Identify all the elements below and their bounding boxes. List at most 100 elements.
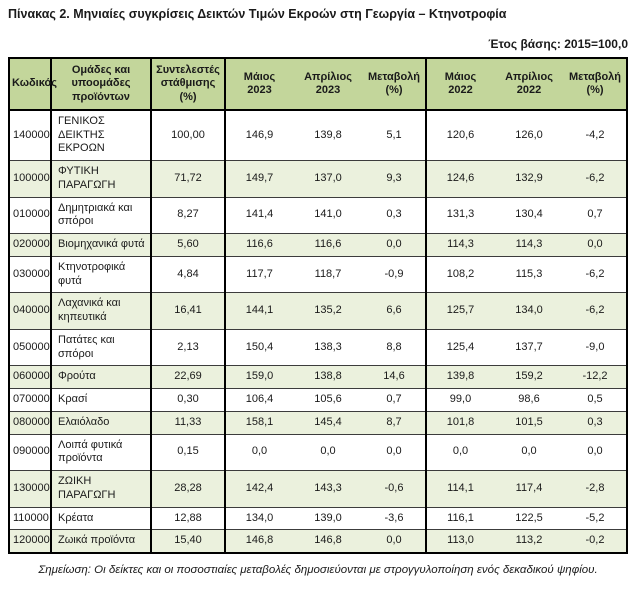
weight-cell: 12,88 xyxy=(150,506,225,530)
document-page: Πίνακας 2. Μηνιαίες συγκρίσεις Δεικτών Τ… xyxy=(8,7,628,577)
group-cell: Κρασί xyxy=(50,388,151,412)
change-2022-cell: -6,2 xyxy=(564,292,627,330)
table-row: 060000 Φρούτα 22,69 159,0 138,8 14,6 139,8 159,… xyxy=(9,365,627,389)
apr-2023-cell: 145,4 xyxy=(293,410,363,435)
apr-2022-cell: 115,3 xyxy=(494,255,564,293)
change-2022-column-header: Μεταβολή (%) xyxy=(564,58,627,111)
may-2023-cell: 0,0 xyxy=(224,433,293,471)
may-2022-cell: 124,6 xyxy=(425,160,494,198)
code-cell: 130000 xyxy=(9,470,51,508)
apr-2023-cell: 139,8 xyxy=(293,109,363,161)
may-2022-cell: 131,3 xyxy=(425,196,494,234)
code-cell: 010000 xyxy=(9,196,51,234)
apr-2023-cell: 105,6 xyxy=(293,388,363,412)
code-cell: 080000 xyxy=(9,410,51,435)
code-cell: 110000 xyxy=(9,506,51,530)
weight-cell: 0,30 xyxy=(150,388,225,412)
apr-2022-cell: 126,0 xyxy=(494,109,564,161)
weight-cell: 5,60 xyxy=(150,233,225,257)
product-group-column-header: Ομάδες και υποομάδες προϊόντων xyxy=(50,58,151,111)
code-cell: 120000 xyxy=(9,529,51,554)
page-title: Πίνακας 2. Μηνιαίες συγκρίσεις Δεικτών Τ… xyxy=(8,7,507,21)
apr-2022-cell: 101,5 xyxy=(494,410,564,435)
may-2022-cell: 116,1 xyxy=(425,506,494,530)
weight-cell: 4,84 xyxy=(150,255,225,293)
code-column-header: Κωδικός xyxy=(9,58,57,111)
code-cell: 040000 xyxy=(9,292,51,330)
change-2022-cell: -6,2 xyxy=(564,160,627,198)
table-row: 040000 Λαχανικά και κηπευτικά 16,41 144,1 13… xyxy=(9,292,627,330)
group-cell: Κτηνοτροφικά φυτά xyxy=(50,255,151,293)
group-cell: Ζωικά προϊόντα xyxy=(50,529,151,554)
table-row: 010000 Δημητριακά και σπόροι 8,27 141,4 141,… xyxy=(9,196,627,234)
apr-2023-cell: 135,2 xyxy=(293,292,363,330)
may-2022-cell: 113,0 xyxy=(425,529,494,554)
may-2023-cell: 149,7 xyxy=(224,160,293,198)
change-2022-cell: -9,0 xyxy=(564,328,627,366)
code-cell: 020000 xyxy=(9,233,51,257)
group-cell: Λοιπά φυτικά προϊόντα xyxy=(50,433,151,471)
code-cell: 060000 xyxy=(9,365,51,389)
apr-2023-cell: 146,8 xyxy=(293,529,363,554)
apr-2022-cell: 114,3 xyxy=(494,233,564,257)
change-2023-column-header: Μεταβολή (%) xyxy=(363,58,426,111)
change-2023-cell: 9,3 xyxy=(363,160,426,198)
may-2022-cell: 99,0 xyxy=(425,388,494,412)
table-row: 110000 Κρέατα 12,88 134,0 139,0 -3,6 116,1 122,… xyxy=(9,506,627,530)
apr-2022-cell: 137,7 xyxy=(494,328,564,366)
apr-2022-cell: 113,2 xyxy=(494,529,564,554)
may-2023-cell: 141,4 xyxy=(224,196,293,234)
weight-cell: 0,15 xyxy=(150,433,225,471)
may-2023-cell: 134,0 xyxy=(224,506,293,530)
change-2023-cell: 0,3 xyxy=(363,196,426,234)
apr-2023-cell: 141,0 xyxy=(293,196,363,234)
footnote: Σημείωση: Οι δείκτες και οι ποσοστιαίες … xyxy=(38,564,598,577)
apr-2022-cell: 132,9 xyxy=(494,160,564,198)
table-row: 030000 Κτηνοτροφικά φυτά 4,84 117,7 118,7 -0,… xyxy=(9,255,627,293)
table-body: 140000 ΓΕΝΙΚΟΣ ΔΕΙΚΤΗΣ ΕΚΡΟΩΝ 100,00 146,9 1… xyxy=(9,109,627,554)
weight-cell: 8,27 xyxy=(150,196,225,234)
may-2023-column-header: Μάιος 2023 xyxy=(224,58,293,111)
table-row: 100000 ΦΥΤΙΚΗ ΠΑΡΑΓΩΓΗ 71,72 149,7 137,0 9,3 1… xyxy=(9,160,627,198)
code-cell: 100000 xyxy=(9,160,51,198)
may-2023-cell: 159,0 xyxy=(224,365,293,389)
may-2022-cell: 0,0 xyxy=(425,433,494,471)
may-2023-cell: 117,7 xyxy=(224,255,293,293)
change-2023-cell: 0,7 xyxy=(363,388,426,412)
change-2023-cell: -0,6 xyxy=(363,470,426,508)
group-cell: ΦΥΤΙΚΗ ΠΑΡΑΓΩΓΗ xyxy=(50,160,151,198)
change-2023-cell: 6,6 xyxy=(363,292,426,330)
weight-column-header: Συντελεστές στάθμισης (%) xyxy=(150,58,225,111)
change-2023-cell: 0,0 xyxy=(363,233,426,257)
may-2023-cell: 142,4 xyxy=(224,470,293,508)
apr-2023-cell: 138,8 xyxy=(293,365,363,389)
group-cell: Ελαιόλαδο xyxy=(50,410,151,435)
change-2022-cell: -2,8 xyxy=(564,470,627,508)
may-2022-cell: 101,8 xyxy=(425,410,494,435)
apr-2023-cell: 118,7 xyxy=(293,255,363,293)
may-2022-cell: 114,3 xyxy=(425,233,494,257)
group-cell: ΓΕΝΙΚΟΣ ΔΕΙΚΤΗΣ ΕΚΡΟΩΝ xyxy=(50,109,151,161)
group-cell: Βιομηχανικά φυτά xyxy=(50,233,151,257)
code-cell: 140000 xyxy=(9,109,51,161)
may-2023-cell: 146,8 xyxy=(224,529,293,554)
change-2022-cell: 0,3 xyxy=(564,410,627,435)
code-cell: 070000 xyxy=(9,388,51,412)
header-row: Κωδικός Ομάδες και υποομάδες προϊόντων Συν… xyxy=(9,58,627,111)
may-2023-cell: 144,1 xyxy=(224,292,293,330)
table-row: 090000 Λοιπά φυτικά προϊόντα 0,15 0,0 0,0 0,0… xyxy=(9,433,627,471)
price-index-table: Κωδικός Ομάδες και υποομάδες προϊόντων Συν… xyxy=(8,57,628,555)
apr-2023-cell: 116,6 xyxy=(293,233,363,257)
apr-2022-cell: 134,0 xyxy=(494,292,564,330)
weight-cell: 71,72 xyxy=(150,160,225,198)
table-row: 070000 Κρασί 0,30 106,4 105,6 0,7 99,0 98,6 0,5 xyxy=(9,388,627,412)
code-cell: 090000 xyxy=(9,433,51,471)
apr-2022-cell: 98,6 xyxy=(494,388,564,412)
code-cell: 050000 xyxy=(9,328,51,366)
weight-cell: 16,41 xyxy=(150,292,225,330)
may-2022-cell: 120,6 xyxy=(425,109,494,161)
apr-2023-column-header: Απρίλιος 2023 xyxy=(293,58,363,111)
may-2022-cell: 125,7 xyxy=(425,292,494,330)
may-2023-cell: 150,4 xyxy=(224,328,293,366)
may-2023-cell: 106,4 xyxy=(224,388,293,412)
